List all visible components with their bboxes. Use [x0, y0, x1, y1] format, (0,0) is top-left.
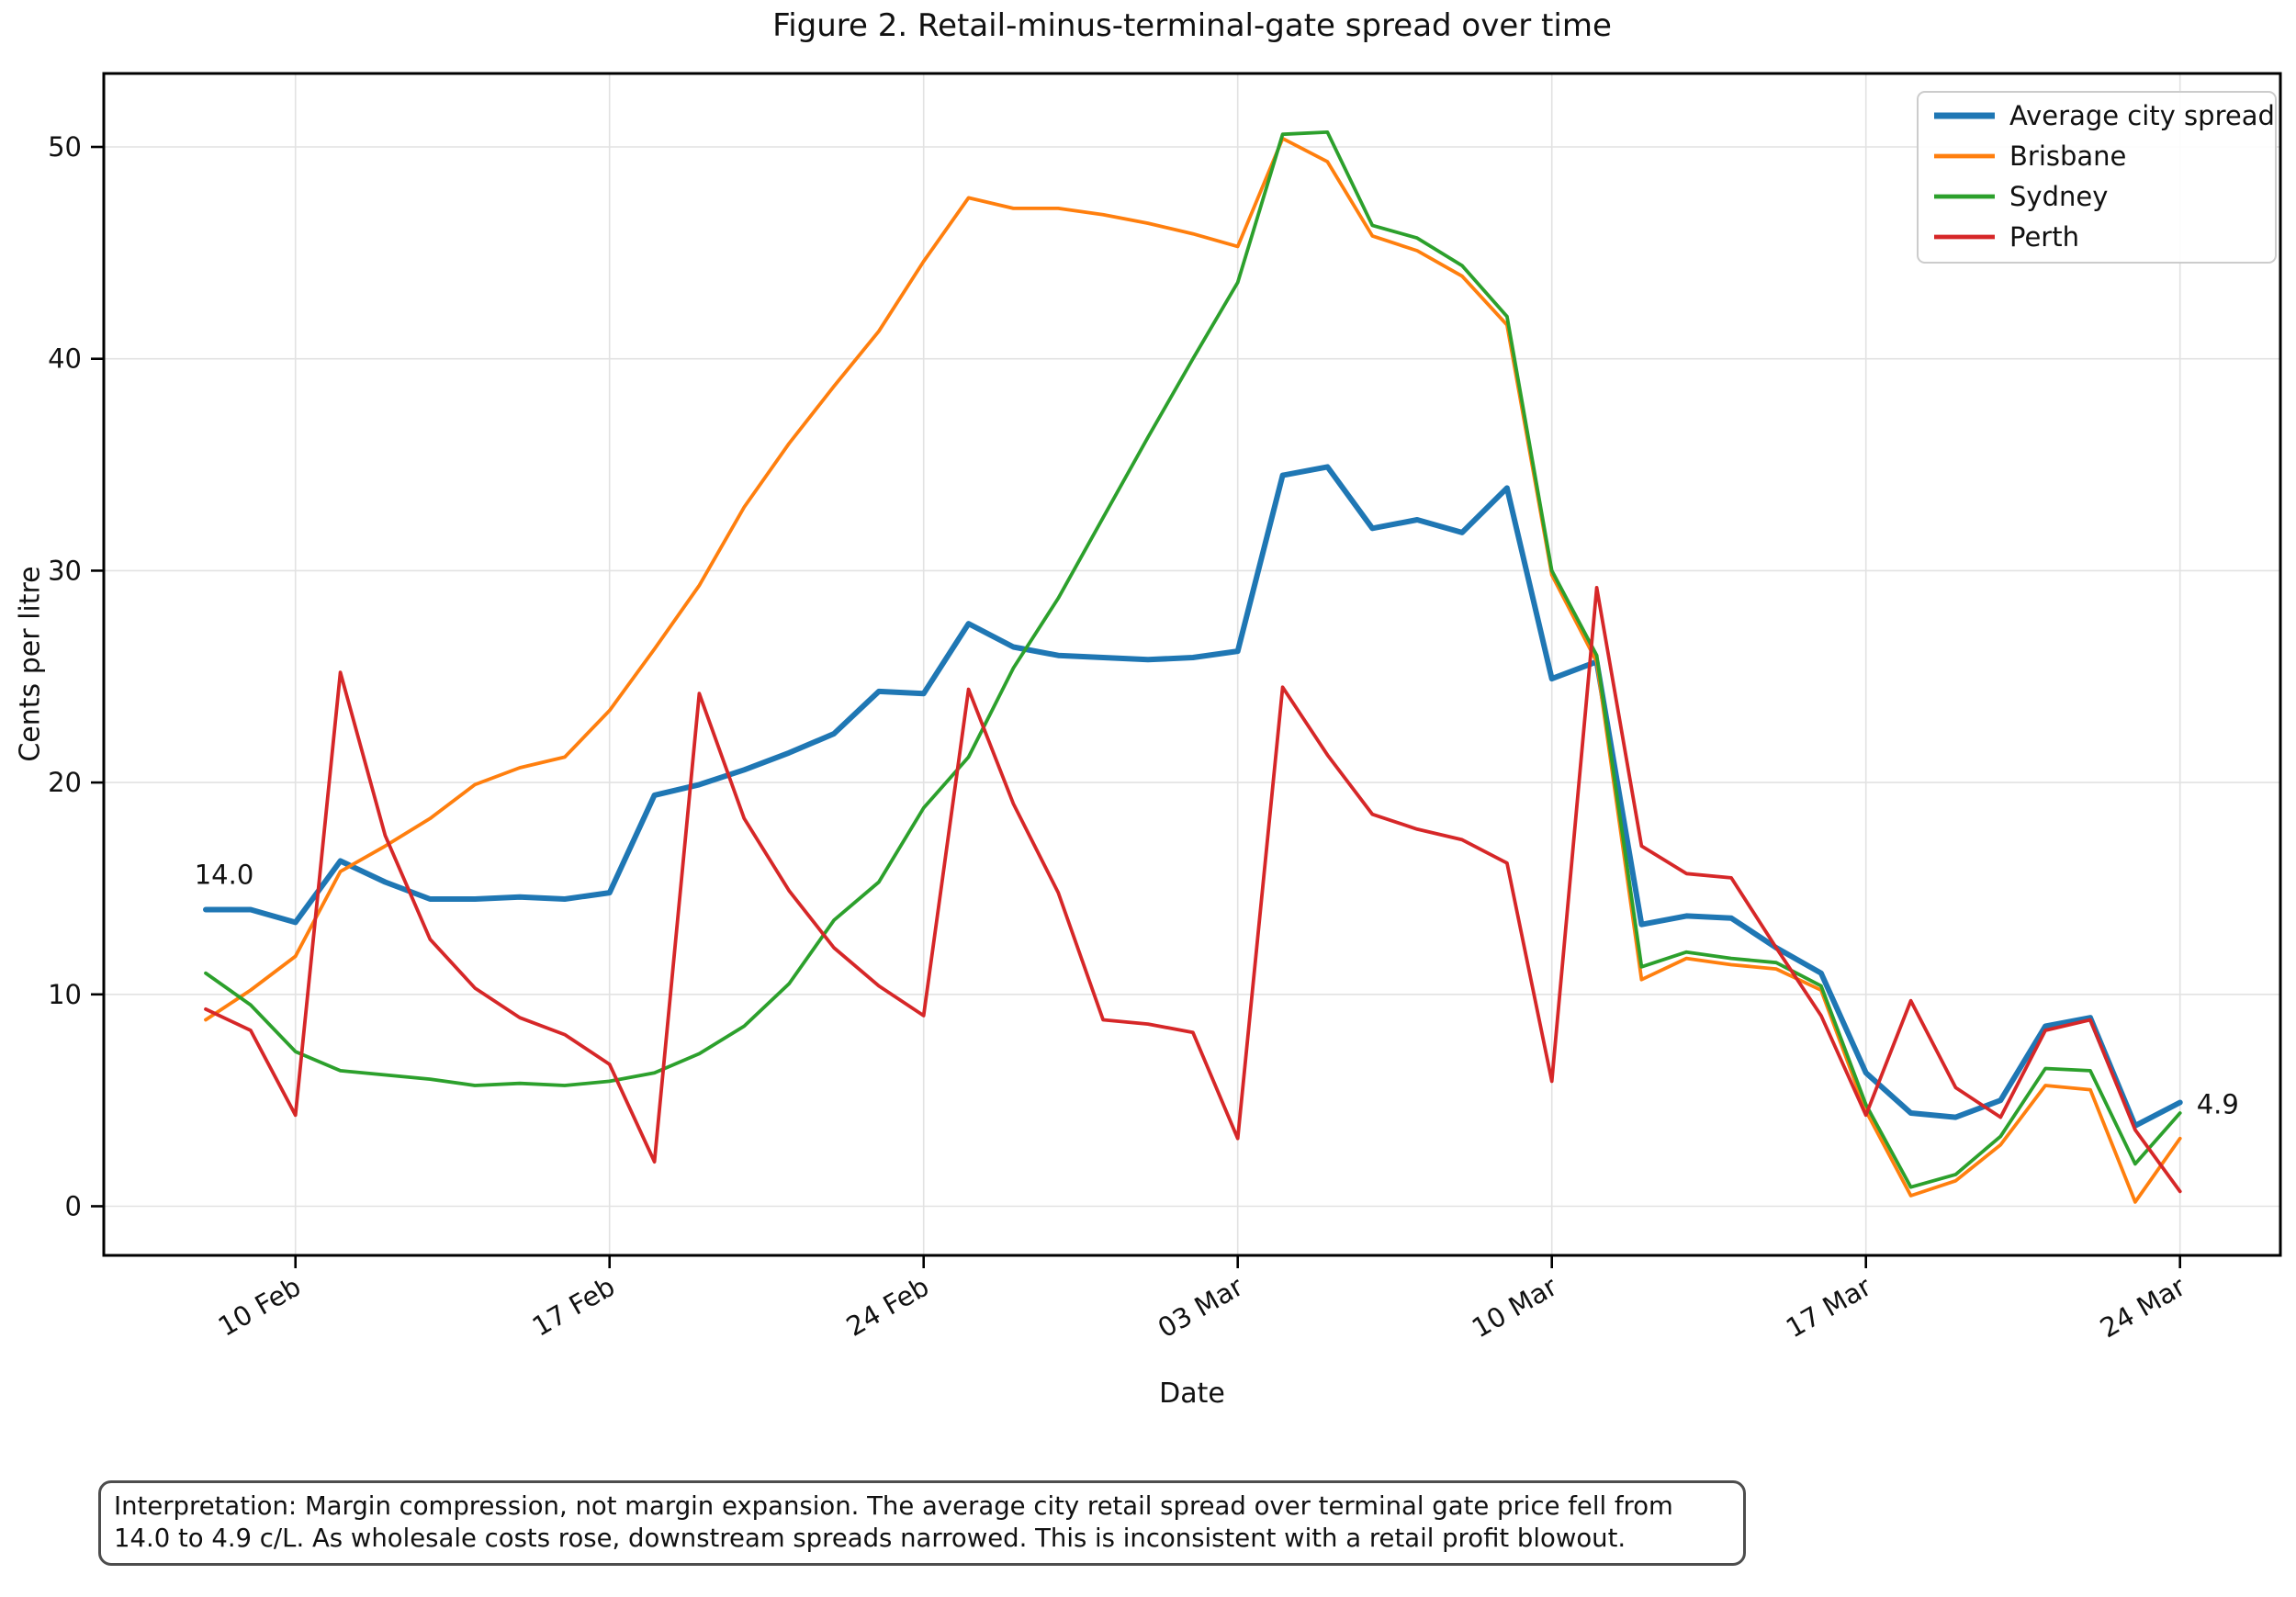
x-tick-label: 03 Mar — [1153, 1271, 1248, 1344]
x-tick-label: 17 Mar — [1781, 1271, 1876, 1344]
x-tick-label: 10 Mar — [1467, 1271, 1562, 1344]
series-line-brisbane — [204, 136, 2182, 1204]
legend-item-average-city-spread: Average city spread — [1934, 100, 2275, 131]
x-axis-label: Date — [1159, 1378, 1225, 1410]
y-tick-label: 20 — [48, 767, 82, 798]
legend-item-perth: Perth — [1934, 221, 2079, 253]
interpretation-box: Interpretation: Margin compression, not … — [98, 1480, 1746, 1567]
annotation-start-value: 14.0 — [195, 860, 254, 891]
y-tick-label: 50 — [48, 131, 82, 163]
legend-label: Brisbane — [2009, 141, 2126, 172]
legend-item-sydney: Sydney — [1934, 181, 2108, 212]
legend-label: Average city spread — [2009, 100, 2275, 131]
y-tick-label: 30 — [48, 555, 82, 586]
x-tick-label: 17 Feb — [527, 1271, 620, 1343]
series-line-perth — [204, 586, 2182, 1194]
legend-item-brisbane: Brisbane — [1934, 141, 2126, 172]
interpretation-text: Interpretation: Margin compression, not … — [114, 1491, 1673, 1553]
chart-title: Figure 2. Retail-minus-terminal-gate spr… — [772, 7, 1612, 44]
series-line-average-city-spread — [203, 464, 2183, 1129]
legend: Average city spread Brisbane Sydney Perth — [1917, 91, 2277, 264]
axes-frame — [102, 72, 2282, 1257]
annotation-end-value: 4.9 — [2197, 1088, 2239, 1119]
series-line-sydney — [204, 129, 2182, 1189]
x-tick-label: 24 Mar — [2095, 1271, 2190, 1344]
y-tick-label: 0 — [65, 1191, 82, 1222]
legend-label: Perth — [2009, 221, 2079, 253]
x-tick-label: 10 Feb — [213, 1271, 306, 1343]
legend-frame — [1917, 91, 2277, 264]
x-tick-label: 24 Feb — [841, 1271, 934, 1343]
y-tick-label: 40 — [48, 343, 82, 375]
y-tick-label: 10 — [48, 979, 82, 1010]
legend-label: Sydney — [2009, 181, 2108, 212]
y-axis-label-text: Cents per litre — [14, 566, 47, 762]
